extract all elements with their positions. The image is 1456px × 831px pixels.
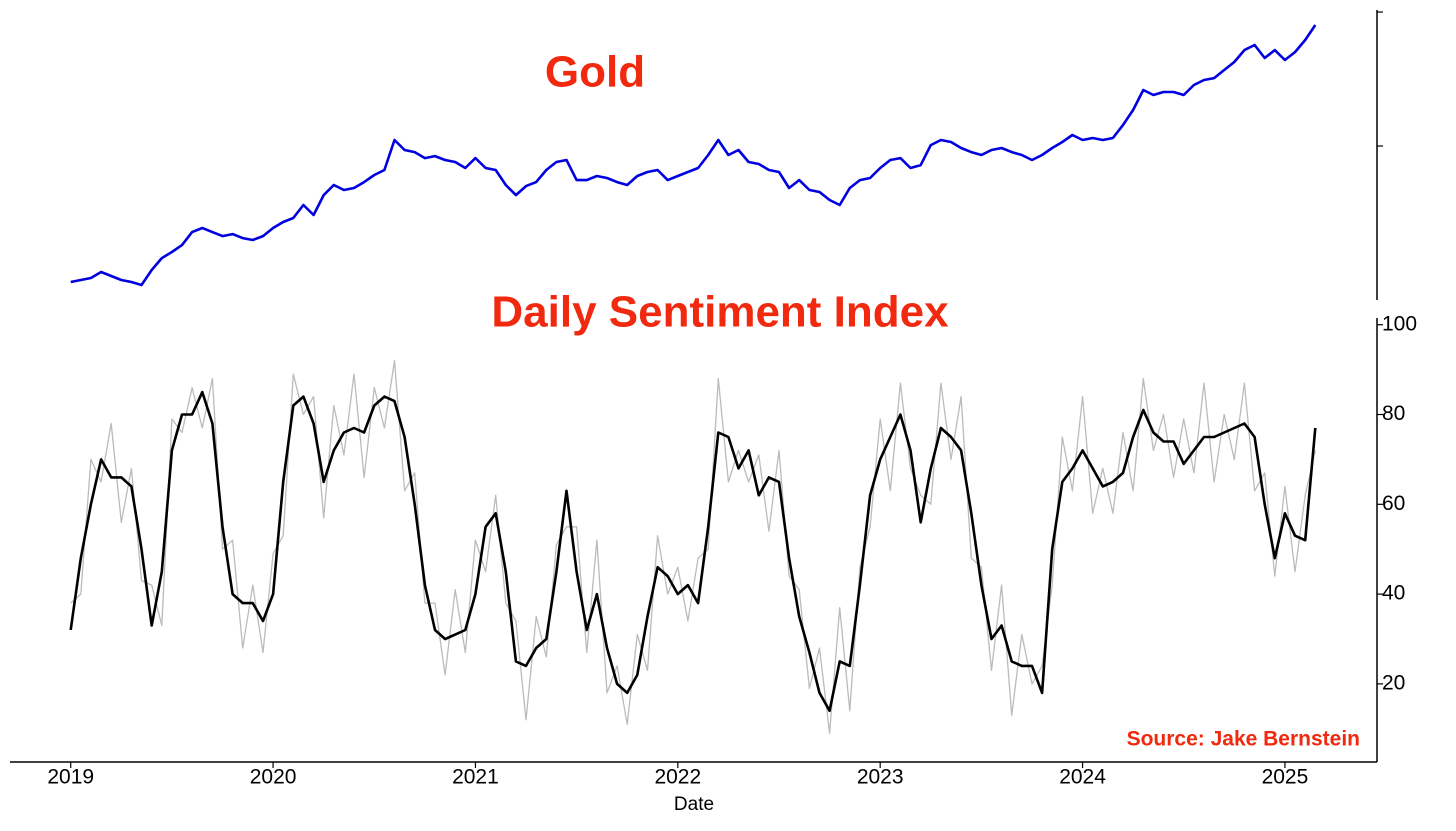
data-line (69, 390, 1317, 713)
x-axis-label: Date (674, 794, 714, 815)
x-tick-label: 2022 (654, 766, 701, 789)
y-tick-label: 100 (1382, 312, 1417, 335)
x-tick-label: 2023 (857, 766, 904, 789)
chart-title: Gold (545, 48, 645, 97)
x-tick-label: 2019 (47, 766, 94, 789)
x-tick-label: 2025 (1262, 766, 1309, 789)
x-tick-label: 2020 (250, 766, 297, 789)
data-line (70, 359, 1316, 734)
annotation: Source: Jake Bernstein (1127, 728, 1360, 751)
y-tick-label: 60 (1382, 492, 1405, 515)
y-tick-label: 20 (1382, 671, 1405, 694)
x-tick-label: 2024 (1059, 766, 1106, 789)
x-tick-label: 2021 (452, 766, 499, 789)
data-line (70, 24, 1317, 287)
chart-title: Daily Sentiment Index (491, 288, 949, 337)
y-tick-label: 40 (1382, 582, 1405, 605)
y-tick-label: 80 (1382, 402, 1405, 425)
